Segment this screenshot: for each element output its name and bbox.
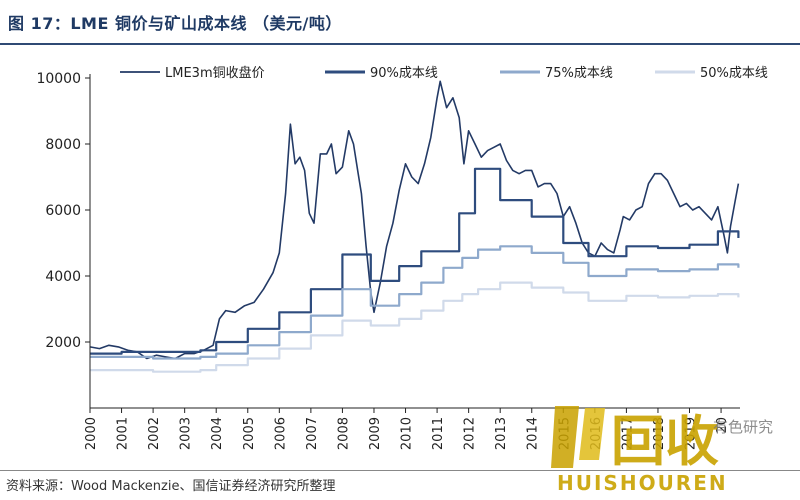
x-tick-label: 2007 (305, 417, 320, 450)
x-tick-label: 2008 (336, 417, 351, 450)
y-tick-label: 2000 (45, 335, 81, 351)
y-tick-label: 10000 (36, 71, 81, 87)
legend-label-0: LME3m铜收盘价 (165, 65, 265, 81)
x-tick-label: 2002 (147, 417, 162, 450)
x-tick-label: 2011 (431, 417, 446, 450)
x-tick-label: 2019 (684, 417, 699, 450)
series-line-3 (90, 281, 740, 373)
figure-title: 图 17：LME 铜价与矿山成本线 （美元/吨） (8, 14, 342, 33)
watermark-side-text: 有色研究 (713, 418, 773, 436)
x-tick-label: 2009 (368, 417, 383, 450)
watermark: 回收 有色研究 HUISHOUREN (551, 406, 773, 495)
x-tick-label: 2005 (242, 417, 257, 450)
watermark-small-text: HUISHOUREN (557, 471, 728, 495)
source-note: 资料来源：Wood Mackenzie、国信证券经济研究所整理 (6, 479, 336, 494)
y-tick-label: 4000 (45, 269, 81, 285)
legend-label-2: 75%成本线 (545, 66, 613, 81)
x-tick-label: 2017 (620, 417, 635, 450)
x-tick-label: 2018 (652, 417, 667, 450)
x-tick-label: 2003 (179, 417, 194, 450)
series-line-0 (89, 80, 740, 360)
legend-label-1: 90%成本线 (370, 66, 438, 81)
x-tick-label: 2010 (400, 417, 415, 450)
series-layer (89, 80, 740, 373)
chart-legend: LME3m铜收盘价 90%成本线 75%成本线 50%成本线 (120, 65, 768, 81)
watermark-big-text: 回收 (611, 410, 719, 473)
x-tick-label: 2006 (273, 417, 288, 450)
x-tick-label: 2000 (84, 417, 99, 450)
x-tick-label: 2013 (494, 417, 509, 450)
y-tick-label: 6000 (45, 203, 81, 219)
x-tick-label: 2014 (526, 417, 541, 450)
x-tick-label: 2001 (116, 417, 131, 450)
legend-label-3: 50%成本线 (700, 66, 768, 81)
series-line-1 (90, 167, 740, 355)
title-divider (0, 43, 800, 45)
axes-layer: 2000 4000 6000 8000 10000 2000 2001 2002 2003 200… (36, 71, 740, 450)
recycle-logo-icon (551, 406, 605, 468)
y-tick-label: 8000 (45, 137, 81, 153)
x-tick-label: 2004 (210, 417, 225, 450)
footer-divider (0, 470, 800, 471)
x-tick-label: 2012 (463, 417, 478, 450)
x-tick-label: 20 (715, 417, 730, 434)
series-line-2 (90, 245, 740, 360)
